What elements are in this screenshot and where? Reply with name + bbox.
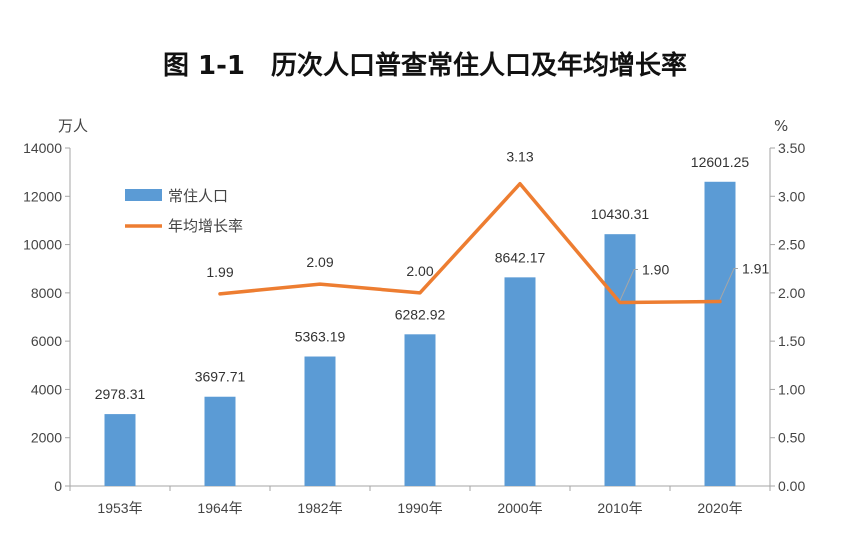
y-right-tick-label: 0.50 [778, 430, 805, 446]
y-right-tick-label: 2.00 [778, 285, 805, 301]
x-tick-label: 1964年 [197, 500, 242, 516]
line-label: 2.00 [406, 263, 433, 279]
bar-label: 2978.31 [95, 386, 146, 402]
x-tick-label: 1990年 [397, 500, 442, 516]
line-point-3 [418, 291, 422, 295]
y-right-tick-label: 3.50 [778, 140, 805, 156]
y-right-tick-label: 3.00 [778, 188, 805, 204]
axes-group: 0 2000 4000 6000 8000 10000 12000 14000 0.00 0.50… [23, 140, 805, 516]
bar-0 [104, 414, 136, 486]
y-right-tick-label: 0.00 [778, 478, 805, 494]
x-tick-label: 2010年 [597, 500, 642, 516]
growth-rate-line [218, 181, 722, 305]
line-point-4 [518, 182, 522, 186]
y-left-axis-label: 万人 [58, 117, 88, 135]
line-label-leader [619, 269, 638, 301]
legend-label-bar: 常住人口 [168, 187, 228, 205]
bars-group [104, 181, 736, 486]
bar-label: 3697.71 [195, 369, 246, 385]
line-label: 3.13 [506, 149, 533, 165]
legend-swatch-bar [125, 189, 162, 201]
line-point-6 [718, 300, 722, 304]
x-tick-label: 1982年 [297, 500, 342, 516]
bar-2 [304, 356, 336, 486]
x-tick-label: 2000年 [497, 500, 542, 516]
bar-label: 8642.17 [495, 249, 546, 265]
x-tick-label: 1953年 [97, 500, 142, 516]
line-group: 1.99 2.09 2.00 3.13 1.90 1.91 [206, 149, 769, 305]
chart-title: 图 1-1 历次人口普查常住人口及年均增长率 [163, 50, 687, 81]
bar-3 [404, 334, 436, 486]
bar-1 [204, 396, 236, 486]
y-left-tick-label: 4000 [31, 381, 62, 397]
line-label: 1.91 [742, 261, 769, 277]
bar-label: 10430.31 [591, 206, 650, 222]
line-point-1 [218, 292, 222, 296]
x-tick-label: 2020年 [697, 500, 742, 516]
line-label-leader [719, 268, 738, 300]
y-right-axis-label: % [774, 117, 788, 135]
bar-label: 5363.19 [295, 329, 346, 345]
y-right-tick-label: 1.00 [778, 381, 805, 397]
y-left-tick-label: 8000 [31, 285, 62, 301]
line-label: 1.90 [642, 262, 669, 278]
legend-label-line: 年均增长率 [168, 217, 243, 235]
line-point-2 [318, 282, 322, 286]
bar-label: 6282.92 [395, 306, 446, 322]
bar-6 [704, 181, 736, 486]
y-left-tick-label: 12000 [23, 188, 62, 204]
y-left-tick-label: 10000 [23, 237, 62, 253]
y-right-tick-label: 2.50 [778, 237, 805, 253]
line-label: 2.09 [306, 254, 333, 270]
line-point-5 [618, 301, 622, 305]
bar-5 [604, 234, 636, 486]
bar-label: 12601.25 [691, 154, 750, 170]
bar-4 [504, 277, 536, 486]
y-left-tick-label: 6000 [31, 333, 62, 349]
y-left-tick-label: 0 [54, 478, 62, 494]
y-left-tick-label: 14000 [23, 140, 62, 156]
bar-labels-group: 2978.31 3697.71 5363.19 6282.92 8642.17 10430… [95, 154, 750, 402]
y-right-tick-label: 1.50 [778, 333, 805, 349]
line-label: 1.99 [206, 264, 233, 280]
y-left-tick-label: 2000 [31, 430, 62, 446]
